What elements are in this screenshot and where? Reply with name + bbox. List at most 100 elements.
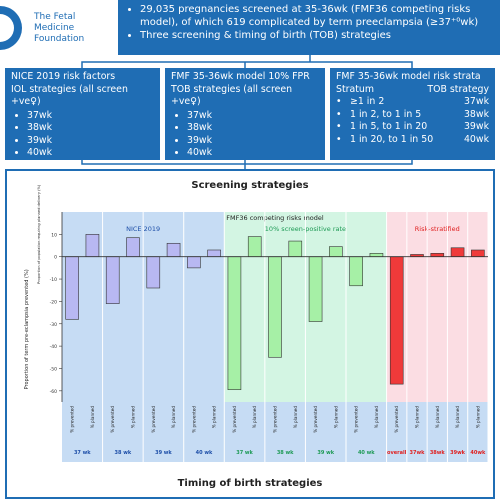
- bar: [187, 256, 201, 269]
- header-bullet: Three screening & timing of birth (TOB) …: [140, 29, 498, 42]
- group-label: 37 wk: [74, 450, 91, 456]
- y-tick-label: -20: [50, 299, 57, 305]
- bullet: •: [336, 108, 342, 120]
- cell: 39wk: [463, 121, 489, 132]
- bar: [329, 246, 343, 258]
- connectors: [81, 55, 413, 170]
- bullet: •: [336, 121, 342, 132]
- bar-label: % prevented: [354, 406, 359, 433]
- bar-label: % prevented: [232, 406, 237, 433]
- box-row: • 1 in 20, to 1 in 50 40wk: [336, 134, 489, 147]
- bar: [471, 249, 485, 258]
- bar: [146, 256, 161, 289]
- group-label: 37wk: [410, 450, 426, 456]
- bar-label: % planned: [455, 406, 460, 429]
- bar-label: % prevented: [313, 406, 318, 433]
- cell: 1 in 20, to 1 in 50: [350, 133, 434, 145]
- group-label: 39 wk: [155, 450, 172, 456]
- bar: [105, 256, 120, 304]
- box-item: 38wk: [187, 122, 319, 135]
- y-tick-label: 0: [54, 255, 57, 261]
- x-label-strip: [62, 402, 488, 462]
- logo: The Fetal Medicine Foundation: [0, 0, 118, 55]
- bar: [349, 256, 363, 287]
- bar-label: % planned: [293, 406, 298, 429]
- group-label: 38 wk: [115, 450, 132, 456]
- bar: [450, 247, 465, 258]
- header-bullets: 29,035 pregnancies screened at 35-36wk (…: [128, 3, 498, 42]
- box-title: NICE 2019 risk factors: [11, 71, 116, 82]
- bar-label: % planned: [435, 406, 440, 429]
- bar: [430, 253, 445, 258]
- cell: 40wk: [463, 133, 489, 145]
- box-item: 39wk: [187, 135, 319, 148]
- bar-label: % planned: [252, 406, 257, 429]
- group-label: 39wk: [450, 450, 466, 456]
- bullet: •: [336, 96, 342, 107]
- bar: [65, 256, 79, 320]
- logo-mark: [0, 6, 22, 50]
- bar: [247, 236, 262, 258]
- y-axis-title: Proportion of population requiring plann…: [37, 184, 41, 284]
- bar-label: % prevented: [151, 406, 156, 433]
- strategy-box: FMF 35-36wk model risk strata Stratum TO…: [330, 68, 495, 160]
- x-axis-title: Timing of birth strategies: [178, 478, 323, 489]
- strategy-box: NICE 2019 risk factors IOL strategies (a…: [5, 68, 160, 160]
- y-tick-label: -30: [50, 322, 57, 328]
- logo-line: Medicine Foundation: [34, 23, 85, 44]
- bar: [308, 256, 323, 322]
- group-label: overall: [387, 450, 407, 456]
- group-label: 40wk: [470, 450, 486, 456]
- bar: [126, 237, 140, 258]
- bar-label: % planned: [374, 406, 379, 429]
- logo-text: The Fetal Medicine Foundation: [34, 12, 118, 45]
- bar: [288, 240, 303, 258]
- group-label: 37 wk: [236, 450, 253, 456]
- group-label: 39 wk: [317, 450, 334, 456]
- box-subtitle: IOL strategies (all screen +ve♀): [11, 83, 128, 108]
- box-row: • ≥1 in 2 37wk: [336, 96, 489, 109]
- group-label: 40 wk: [196, 450, 213, 456]
- column-header: TOB strategy: [427, 83, 489, 95]
- supertitle: FMF36 competing risks model: [226, 214, 324, 222]
- bar-label: % prevented: [110, 406, 115, 433]
- bar: [85, 234, 100, 258]
- box-item: 37wk: [27, 110, 154, 123]
- box-list: 37wk 38wk 39wk 40wk: [11, 110, 154, 160]
- bar-label: % prevented: [70, 406, 75, 433]
- bullet: •: [336, 133, 342, 145]
- chart-title: Screening strategies: [191, 180, 308, 191]
- y-tick-label: -40: [50, 344, 57, 350]
- bar-label: % planned: [212, 406, 217, 429]
- column-header: Stratum: [336, 83, 374, 95]
- box-header-row: Stratum TOB strategy: [336, 84, 489, 97]
- cell: ≥1 in 2: [350, 96, 385, 107]
- bar: [166, 242, 181, 258]
- bar-label: % planned: [171, 406, 176, 429]
- section-label: Risk-stratified: [415, 225, 460, 233]
- strategy-box: FMF 35-36wk model 10% FPR TOB strategies…: [165, 68, 325, 160]
- box-title: FMF 35-36wk model risk strata: [336, 71, 481, 82]
- cell: 1 in 2, to 1 in 5: [350, 108, 422, 120]
- box-item: 39wk: [27, 135, 154, 148]
- box-item: 40wk: [187, 147, 319, 160]
- y-tick-label: -60: [50, 389, 57, 395]
- y-tick-label: 10: [51, 232, 57, 238]
- cell: • 1 in 5, to 1 in 20: [336, 121, 427, 134]
- box-title: FMF 35-36wk model 10% FPR: [171, 71, 310, 82]
- cell: • 1 in 2, to 1 in 5: [336, 109, 421, 122]
- bar: [369, 253, 384, 258]
- bar: [207, 249, 221, 258]
- bar: [268, 256, 282, 358]
- bar-label: % planned: [90, 406, 95, 429]
- bar-label: % prevented: [191, 406, 196, 433]
- box-row: • 1 in 5, to 1 in 20 39wk: [336, 121, 489, 134]
- box-subtitle: TOB strategies (all screen +ve♀): [171, 83, 293, 108]
- y-tick-label: -10: [50, 277, 57, 283]
- header-bullet: 29,035 pregnancies screened at 35-36wk (…: [140, 3, 498, 29]
- bar-label: % planned: [415, 406, 420, 429]
- bar-label: % prevented: [394, 406, 399, 433]
